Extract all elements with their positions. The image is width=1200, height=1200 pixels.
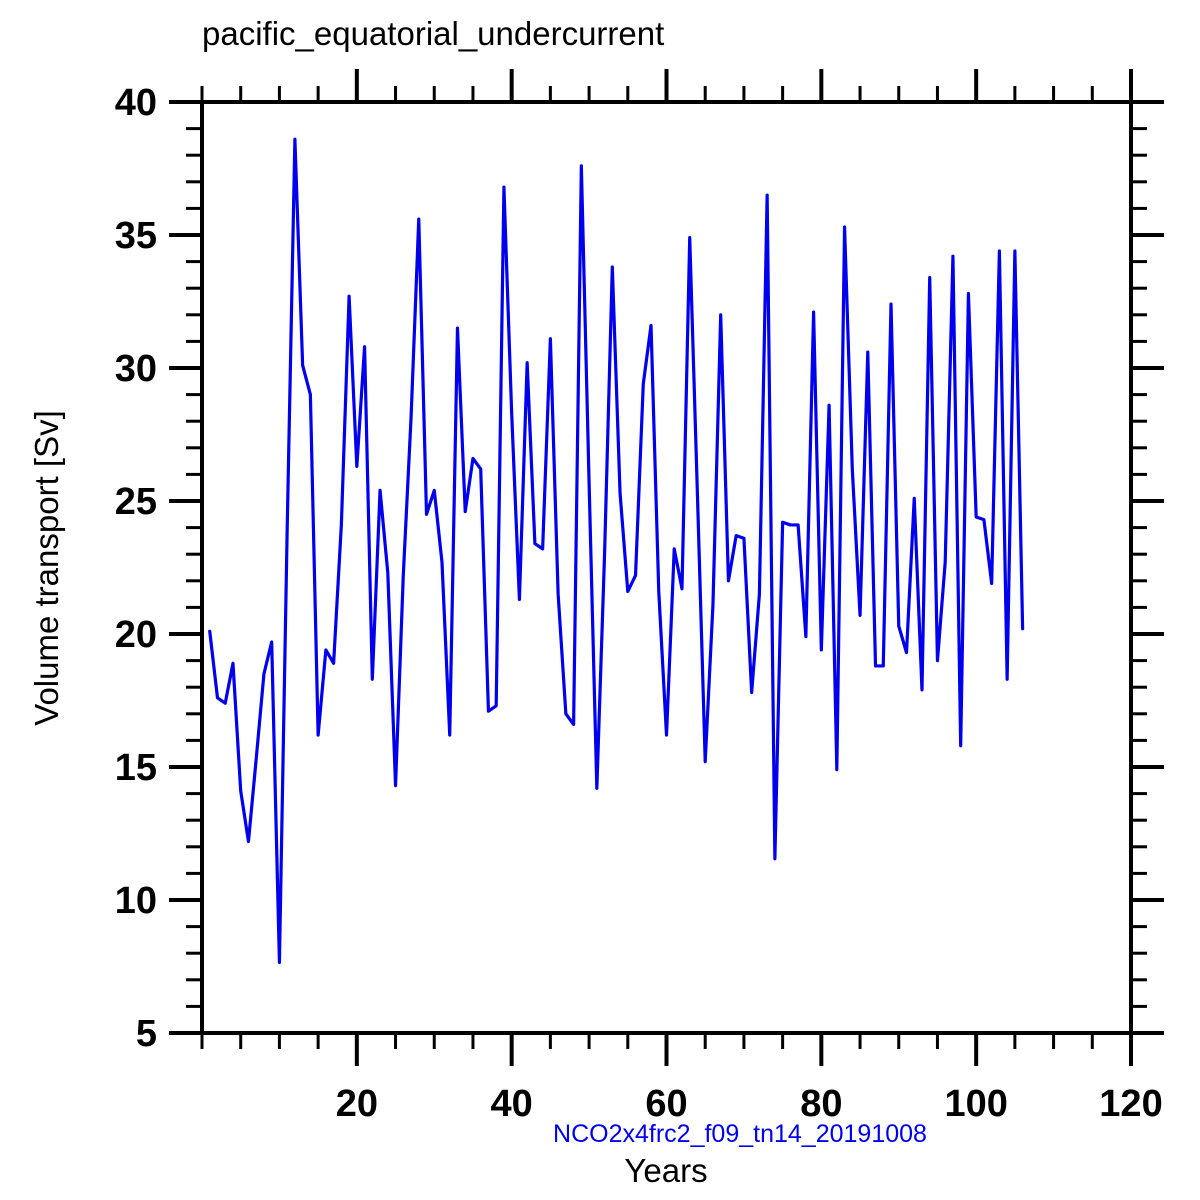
y-axis-tick-labels: 5 10 15 20 25 30 35 40: [115, 82, 157, 1055]
y-tick-label-30: 30: [115, 348, 157, 390]
y-tick-label-10: 10: [115, 880, 157, 922]
series-case-label: NCO2x4frc2_f09_tn14_20191008: [553, 1120, 927, 1148]
y-tick-label-20: 20: [115, 614, 157, 656]
x-tick-label-120: 120: [1099, 1083, 1162, 1125]
x-tick-label-60: 60: [645, 1083, 687, 1125]
y-tick-label-15: 15: [115, 747, 157, 789]
y-axis-title: Volume transport [Sv]: [28, 410, 65, 725]
x-axis-minor-ticks: [200, 86, 1094, 1049]
x-axis-title: Years: [624, 1152, 707, 1189]
plot-frame: [200, 100, 1133, 1035]
x-tick-label-20: 20: [336, 1083, 378, 1125]
y-tick-label-35: 35: [115, 215, 157, 257]
x-tick-label-40: 40: [491, 1083, 533, 1125]
y-tick-label-40: 40: [115, 82, 157, 124]
y-tick-label-25: 25: [115, 481, 157, 523]
x-axis-major-ticks: [354, 69, 1133, 1066]
x-tick-label-80: 80: [800, 1083, 842, 1125]
y-tick-label-5: 5: [136, 1013, 157, 1055]
data-series-line: [208, 137, 1025, 965]
y-axis-minor-ticks: [186, 127, 1147, 1008]
chart-title: pacific_equatorial_undercurrent: [202, 15, 664, 52]
x-tick-label-100: 100: [944, 1083, 1007, 1125]
y-axis-major-ticks: [169, 100, 1164, 1035]
x-axis-tick-labels: 20 40 60 80 100 120: [336, 1083, 1163, 1125]
